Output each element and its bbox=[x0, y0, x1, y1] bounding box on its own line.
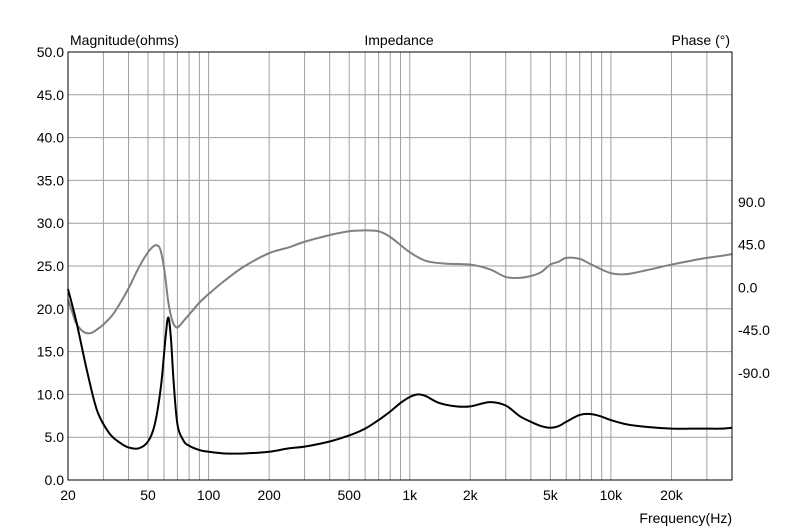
y-left-tick-label: 20.0 bbox=[37, 301, 64, 317]
tick-labels: 20 50 100 200 500 1k 2k 5k 10k 20k 0.0 5.0 10.0 15.0 2… bbox=[37, 44, 770, 503]
y-left-tick-label: 10.0 bbox=[37, 386, 64, 402]
magnitude-series-line bbox=[67, 288, 733, 455]
y-left-tick-label: 15.0 bbox=[37, 344, 64, 360]
y-right-tick-label: 90.0 bbox=[738, 194, 765, 210]
x-tick-label: 500 bbox=[338, 487, 362, 503]
x-tick-label: 5k bbox=[543, 487, 559, 503]
x-tick-label: 100 bbox=[197, 487, 221, 503]
plot-frame bbox=[67, 51, 733, 481]
y-left-tick-label: 25.0 bbox=[37, 258, 64, 274]
x-tick-label: 200 bbox=[257, 487, 281, 503]
series-lines bbox=[67, 229, 733, 455]
y-left-tick-label: 40.0 bbox=[37, 130, 64, 146]
y-right-tick-label: 0.0 bbox=[738, 279, 758, 295]
y-left-tick-label: 30.0 bbox=[37, 215, 64, 231]
x-tick-label: 10k bbox=[600, 487, 624, 503]
y-right-tick-label: 45.0 bbox=[738, 237, 765, 253]
y-left-tick-label: 35.0 bbox=[37, 172, 64, 188]
chart-title: Impedance bbox=[364, 32, 433, 48]
x-axis-label: Frequency(Hz) bbox=[639, 510, 732, 526]
y-left-tick-label: 50.0 bbox=[37, 44, 64, 60]
y-axis-right-label: Phase (°) bbox=[671, 32, 730, 48]
y-left-tick-label: 0.0 bbox=[45, 472, 65, 488]
y-left-tick-label: 5.0 bbox=[45, 429, 65, 445]
phase-series-line bbox=[67, 229, 733, 335]
x-tick-label: 50 bbox=[140, 487, 156, 503]
y-left-tick-label: 45.0 bbox=[37, 87, 64, 103]
x-tick-label: 1k bbox=[402, 487, 418, 503]
y-right-tick-label: -45.0 bbox=[738, 322, 770, 338]
x-tick-label: 2k bbox=[463, 487, 479, 503]
x-tick-label: 20 bbox=[60, 487, 76, 503]
y-axis-left-label: Magnitude(ohms) bbox=[70, 32, 179, 48]
x-tick-label: 20k bbox=[660, 487, 684, 503]
y-right-tick-label: -90.0 bbox=[738, 365, 770, 381]
